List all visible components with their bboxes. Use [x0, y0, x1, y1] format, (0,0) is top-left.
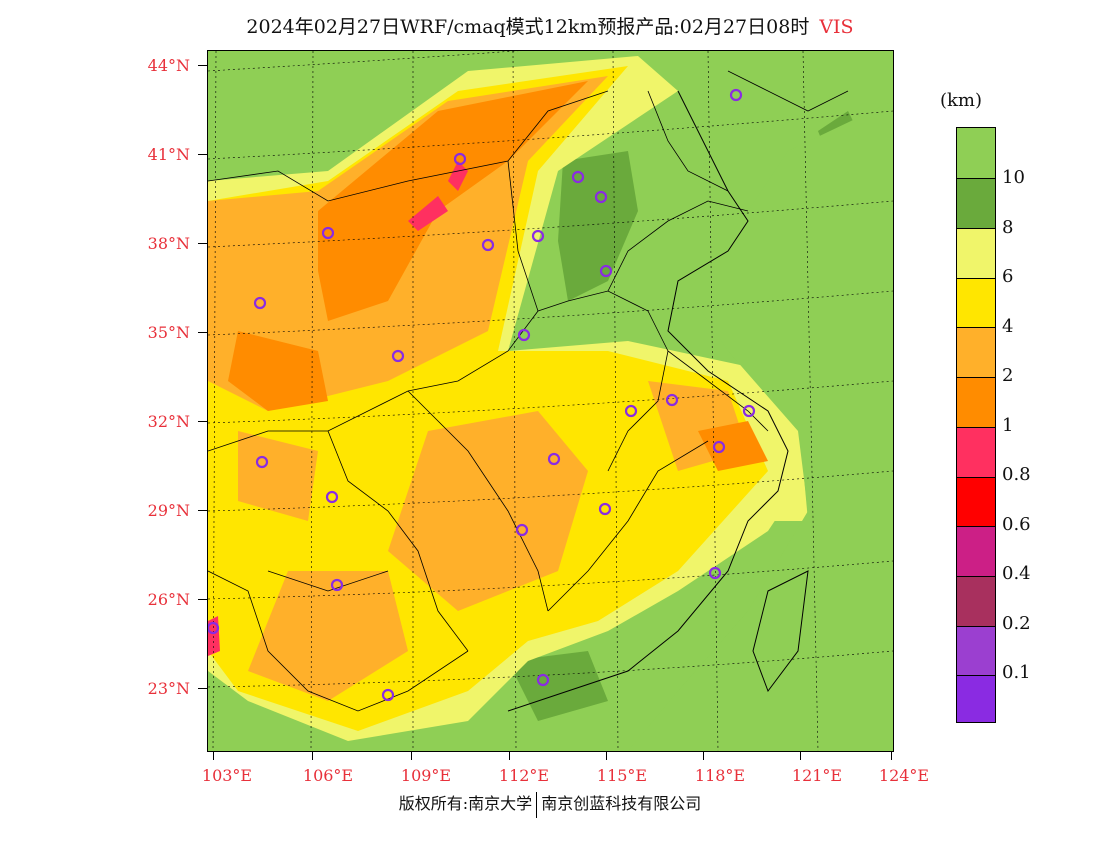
lon-tick: [411, 751, 412, 760]
legend-label: 2: [1002, 365, 1014, 386]
lat-tick: [198, 599, 207, 600]
city-marker: [481, 238, 495, 252]
lon-tick: [606, 751, 607, 760]
city-marker: [708, 566, 722, 580]
lat-tick: [198, 243, 207, 244]
lon-tick: [312, 751, 313, 760]
city-marker: [665, 393, 679, 407]
lon-label-106: 106°E: [302, 766, 354, 785]
legend-swatch-4-6: [957, 279, 995, 328]
fill-1-2: [228, 81, 768, 471]
legend-swatch-0_2-0_4: [957, 577, 995, 627]
city-marker: [594, 190, 608, 204]
legend-swatch-6-8: [957, 229, 995, 279]
lat-tick: [198, 65, 207, 66]
city-marker: [712, 440, 726, 454]
city-marker: [321, 226, 335, 240]
city-marker: [325, 490, 339, 504]
legend-label: 8: [1002, 217, 1014, 238]
lon-tick: [509, 751, 510, 760]
city-marker: [598, 502, 612, 516]
legend-unit: (km): [940, 90, 983, 111]
city-marker: [330, 578, 344, 592]
taiwan-outline: [752, 570, 809, 693]
legend-swatch-0_4-0_6: [957, 527, 995, 577]
lon-label-121: 121°E: [791, 766, 843, 785]
lat-tick: [198, 688, 207, 689]
sea-area: [628, 101, 893, 751]
city-markers: [208, 88, 756, 702]
legend-label: 0.4: [1002, 563, 1031, 584]
lon-label-118: 118°E: [694, 766, 746, 785]
legend-label: 10: [1002, 167, 1025, 188]
lon-tick: [800, 751, 801, 760]
lat-tick: [198, 332, 207, 333]
legend-label: 0.1: [1002, 662, 1031, 683]
lat-label-26: 26°N: [147, 590, 190, 609]
lat-label-38: 38°N: [147, 234, 190, 253]
color-legend: [956, 127, 996, 723]
legend-swatch-gt10: [957, 128, 995, 179]
coastline: [507, 90, 789, 712]
city-marker: [547, 452, 561, 466]
lat-tick: [198, 421, 207, 422]
legend-swatch-2-4: [957, 328, 995, 378]
lat-label-35: 35°N: [147, 323, 190, 342]
city-marker: [381, 688, 395, 702]
lon-label-124: 124°E: [878, 766, 930, 785]
legend-swatch-8-10: [957, 179, 995, 229]
map-title: 2024年02月27日WRF/cmaq模式12km预报产品:02月27日08时 V…: [0, 12, 1100, 39]
copyright-right: 南京创蓝科技有限公司: [541, 794, 702, 813]
copyright-footer: 版权所有:南京大学 南京创蓝科技有限公司: [0, 790, 1100, 818]
legend-swatch-lt0_1: [957, 676, 995, 722]
city-marker: [742, 404, 756, 418]
title-variable: VIS: [819, 16, 854, 38]
city-marker: [515, 523, 529, 537]
city-marker: [599, 264, 613, 278]
lat-label-41: 41°N: [147, 145, 190, 164]
lat-label-29: 29°N: [147, 501, 190, 520]
city-marker: [531, 229, 545, 243]
visibility-map: [207, 50, 894, 752]
legend-label: 1: [1002, 415, 1014, 436]
lon-label-103: 103°E: [201, 766, 253, 785]
legend-label: 0.6: [1002, 514, 1031, 535]
map-canvas: [208, 51, 893, 751]
city-marker: [255, 455, 269, 469]
legend-swatch-1-2: [957, 378, 995, 428]
city-marker: [208, 621, 220, 635]
legend-swatch-0_1-0_2: [957, 627, 995, 676]
lon-tick: [703, 751, 704, 760]
city-marker: [517, 328, 531, 342]
copyright-left: 版权所有:南京大学: [398, 794, 533, 813]
province-boundaries: [208, 70, 849, 712]
footer-divider: [536, 791, 538, 818]
city-marker: [253, 296, 267, 310]
city-marker: [453, 152, 467, 166]
legend-swatch-0_6-0_8: [957, 478, 995, 527]
city-marker: [624, 404, 638, 418]
legend-label: 6: [1002, 266, 1014, 287]
lon-label-112: 112°E: [498, 766, 550, 785]
legend-label: 0.8: [1002, 464, 1031, 485]
lat-tick: [198, 154, 207, 155]
lat-label-44: 44°N: [147, 56, 190, 75]
city-marker: [391, 349, 405, 363]
city-marker: [729, 88, 743, 102]
legend-swatch-0_8-1: [957, 428, 995, 478]
lon-tick: [891, 751, 892, 760]
legend-label: 0.2: [1002, 613, 1031, 634]
lat-tick: [198, 510, 207, 511]
lon-tick: [213, 751, 214, 760]
lon-label-109: 109°E: [400, 766, 452, 785]
graticule: [208, 51, 893, 751]
title-main: 2024年02月27日WRF/cmaq模式12km预报产品:02月27日08时: [246, 16, 810, 38]
lat-label-32: 32°N: [147, 412, 190, 431]
lat-label-23: 23°N: [147, 679, 190, 698]
city-marker: [536, 673, 550, 687]
legend-label: 4: [1002, 316, 1014, 337]
lon-label-115: 115°E: [596, 766, 648, 785]
city-marker: [571, 170, 585, 184]
